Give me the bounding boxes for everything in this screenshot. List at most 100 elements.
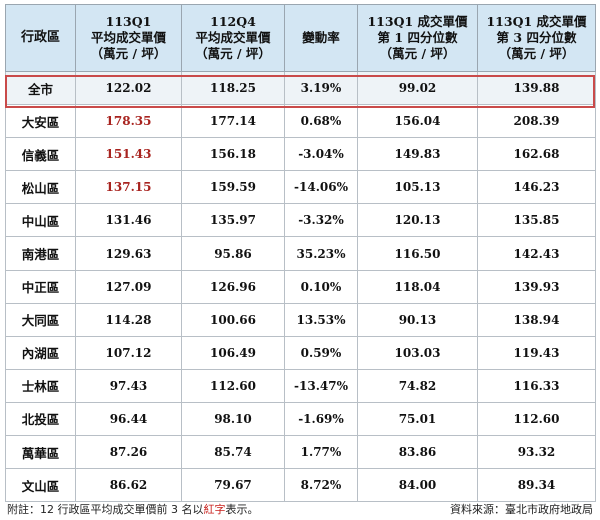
header-line: （萬元 / 坪） xyxy=(195,46,271,61)
cell-district: 中正區 xyxy=(5,269,76,304)
cell-change-rate: -3.04% xyxy=(284,137,358,172)
cell-113q1-q1: 149.83 xyxy=(357,137,478,172)
cell-change-rate: -1.69% xyxy=(284,401,358,437)
cell-112q4-avg: 106.49 xyxy=(181,335,285,370)
header-line: 平均成交單價 xyxy=(195,30,271,45)
table-row-citywide: 全市 122.02 118.25 3.19% 99.02 139.88 xyxy=(5,70,596,106)
cell-district: 松山區 xyxy=(5,170,76,205)
cell-113q1-q1: 156.04 xyxy=(357,104,478,139)
cell-113q1-q1: 74.82 xyxy=(357,368,478,403)
header-line: （萬元 / 坪） xyxy=(498,46,575,61)
cell-112q4-avg: 85.74 xyxy=(181,435,285,470)
cell-change-rate: -14.06% xyxy=(284,170,358,205)
cell-district: 北投區 xyxy=(5,401,76,437)
cell-district: 中山區 xyxy=(5,203,76,238)
cell-113q1-q3: 89.34 xyxy=(477,468,596,503)
header-line: 112Q4 xyxy=(210,14,256,29)
cell-district: 全市 xyxy=(5,70,76,106)
cell-113q1-avg: 127.09 xyxy=(75,269,182,304)
cell-113q1-avg: 96.44 xyxy=(75,401,182,437)
cell-change-rate: 0.68% xyxy=(284,104,358,139)
cell-district: 南港區 xyxy=(5,236,76,271)
cell-113q1-q1: 116.50 xyxy=(357,236,478,271)
header-line: （萬元 / 坪） xyxy=(90,46,167,61)
cell-113q1-q3: 146.23 xyxy=(477,170,596,205)
header-change-rate: 變動率 xyxy=(284,4,358,72)
cell-113q1-q3: 162.68 xyxy=(477,137,596,172)
cell-113q1-avg: 114.28 xyxy=(75,302,182,337)
cell-change-rate: 3.19% xyxy=(284,70,358,106)
cell-113q1-q1: 105.13 xyxy=(357,170,478,205)
footer: 附註：12 行政區平均成交單價前 3 名以紅字表示。 資料來源：臺北市政府地政局 xyxy=(5,500,595,518)
cell-113q1-q3: 139.93 xyxy=(477,269,596,304)
cell-113q1-q1: 118.04 xyxy=(357,269,478,304)
header-line: 行政區 xyxy=(20,30,60,45)
table-row: 信義區 151.43 156.18 -3.04% 149.83 162.68 xyxy=(5,137,596,172)
cell-change-rate: 8.72% xyxy=(284,468,358,503)
header-row: 行政區 113Q1 平均成交單價 （萬元 / 坪） 112Q4 平均成交單價 （萬元 /… xyxy=(5,4,596,72)
cell-112q4-avg: 156.18 xyxy=(181,137,285,172)
table-row: 中正區 127.09 126.96 0.10% 118.04 139.93 xyxy=(5,269,596,304)
cell-112q4-avg: 118.25 xyxy=(181,70,285,106)
cell-district: 士林區 xyxy=(5,368,76,403)
cell-112q4-avg: 112.60 xyxy=(181,368,285,403)
cell-113q1-q3: 93.32 xyxy=(477,435,596,470)
cell-113q1-q3: 112.60 xyxy=(477,401,596,437)
cell-113q1-avg: 107.12 xyxy=(75,335,182,370)
footnote-emphasis: 紅字 xyxy=(203,503,226,516)
cell-112q4-avg: 126.96 xyxy=(181,269,285,304)
table-row: 大安區 178.35 177.14 0.68% 156.04 208.39 xyxy=(5,104,596,139)
cell-112q4-avg: 100.66 xyxy=(181,302,285,337)
cell-112q4-avg: 95.86 xyxy=(181,236,285,271)
footnote-prefix: 附註：12 行政區平均成交單價前 3 名以 xyxy=(7,503,204,516)
price-table-container: 行政區 113Q1 平均成交單價 （萬元 / 坪） 112Q4 平均成交單價 （萬元 /… xyxy=(5,4,596,503)
cell-change-rate: 1.77% xyxy=(284,435,358,470)
cell-113q1-q3: 116.33 xyxy=(477,368,596,403)
cell-change-rate: 35.23% xyxy=(284,236,358,271)
cell-112q4-avg: 79.67 xyxy=(181,468,285,503)
cell-change-rate: 0.59% xyxy=(284,335,358,370)
header-113q1-avg: 113Q1 平均成交單價 （萬元 / 坪） xyxy=(75,4,182,72)
cell-112q4-avg: 177.14 xyxy=(181,104,285,139)
table-row: 南港區 129.63 95.86 35.23% 116.50 142.43 xyxy=(5,236,596,271)
cell-113q1-q3: 208.39 xyxy=(477,104,596,139)
cell-113q1-q1: 120.13 xyxy=(357,203,478,238)
cell-113q1-q3: 135.85 xyxy=(477,203,596,238)
cell-113q1-q3: 142.43 xyxy=(477,236,596,271)
header-112q4-avg: 112Q4 平均成交單價 （萬元 / 坪） xyxy=(181,4,285,72)
cell-113q1-avg: 178.35 xyxy=(75,104,182,139)
header-district: 行政區 xyxy=(5,4,76,72)
header-line: 平均成交單價 xyxy=(90,30,166,45)
cell-112q4-avg: 159.59 xyxy=(181,170,285,205)
table-row: 松山區 137.15 159.59 -14.06% 105.13 146.23 xyxy=(5,170,596,205)
cell-113q1-avg: 129.63 xyxy=(75,236,182,271)
footnote-suffix: 表示。 xyxy=(225,503,259,516)
table-row: 文山區 86.62 79.67 8.72% 84.00 89.34 xyxy=(5,468,596,503)
cell-113q1-avg: 131.46 xyxy=(75,203,182,238)
cell-district: 大安區 xyxy=(5,104,76,139)
cell-113q1-q1: 83.86 xyxy=(357,435,478,470)
table-row: 內湖區 107.12 106.49 0.59% 103.03 119.43 xyxy=(5,335,596,370)
cell-change-rate: 0.10% xyxy=(284,269,358,304)
header-line: 第 3 四分位數 xyxy=(496,30,577,45)
header-line: （萬元 / 坪） xyxy=(379,46,456,61)
header-113q1-q1: 113Q1 成交單價第 1 四分位數 （萬元 / 坪） xyxy=(357,4,478,72)
cell-113q1-q1: 90.13 xyxy=(357,302,478,337)
table-row: 士林區 97.43 112.60 -13.47% 74.82 116.33 xyxy=(5,368,596,403)
table-row: 萬華區 87.26 85.74 1.77% 83.86 93.32 xyxy=(5,435,596,470)
cell-change-rate: -3.32% xyxy=(284,203,358,238)
header-line: 變動率 xyxy=(302,30,340,45)
cell-113q1-q3: 138.94 xyxy=(477,302,596,337)
cell-112q4-avg: 135.97 xyxy=(181,203,285,238)
table-row: 大同區 114.28 100.66 13.53% 90.13 138.94 xyxy=(5,302,596,337)
cell-change-rate: -13.47% xyxy=(284,368,358,403)
cell-113q1-avg: 137.15 xyxy=(75,170,182,205)
cell-113q1-avg: 122.02 xyxy=(75,70,182,106)
cell-district: 信義區 xyxy=(5,137,76,172)
cell-113q1-avg: 97.43 xyxy=(75,368,182,403)
header-line: 113Q1 xyxy=(105,14,152,29)
cell-113q1-avg: 151.43 xyxy=(75,137,182,172)
cell-113q1-q3: 139.88 xyxy=(477,70,596,106)
data-source: 資料來源：臺北市政府地政局 xyxy=(450,503,593,516)
cell-113q1-q1: 103.03 xyxy=(357,335,478,370)
